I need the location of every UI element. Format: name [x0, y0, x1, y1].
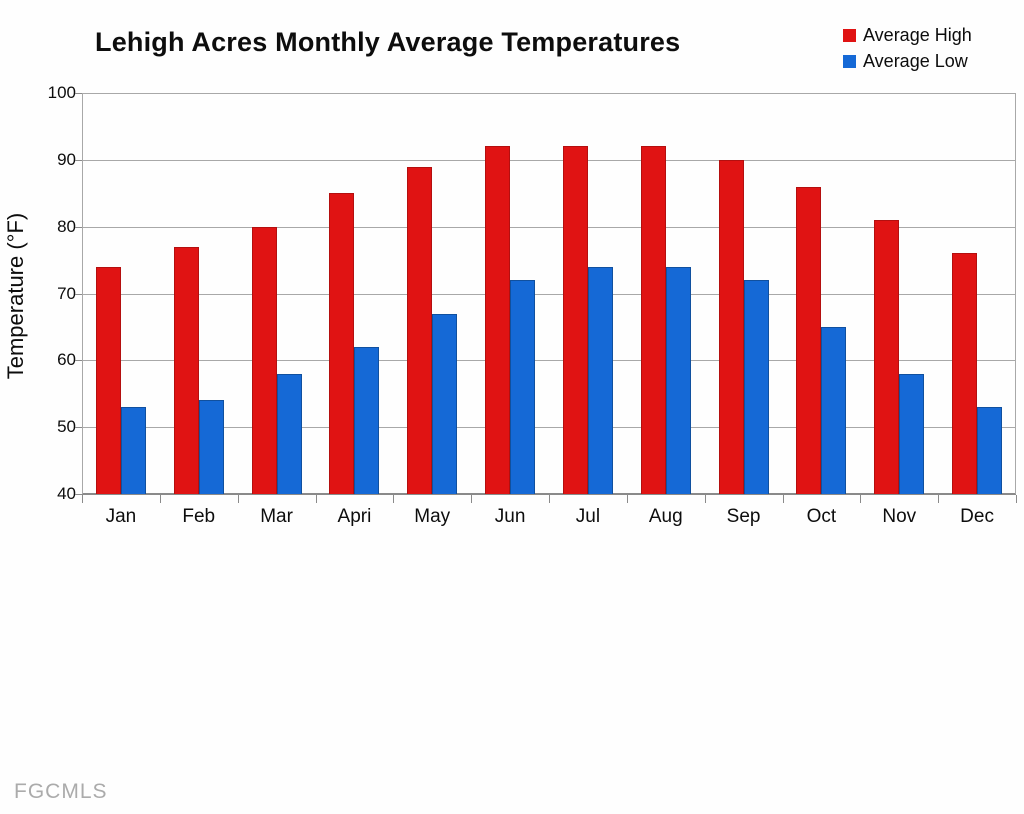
x-tick-mark-3 [315, 495, 317, 503]
x-tick-mark-5 [471, 495, 473, 503]
y-tick-mark-90 [75, 159, 82, 161]
x-tick-mark-9 [782, 495, 784, 503]
x-tick-mark-12 [1016, 495, 1017, 503]
x-axis-label-jul: Jul [575, 506, 601, 527]
y-axis-title: Temperature (°F) [3, 212, 28, 380]
bar-high-may [407, 166, 433, 494]
bar-low-jan [120, 407, 146, 494]
bar-high-nov [874, 219, 900, 494]
gridline-80 [82, 226, 1016, 228]
x-tick-mark-6 [549, 495, 550, 503]
y-tick-label-50: 50 [57, 417, 76, 437]
bar-high-sep [718, 159, 744, 494]
bar-high-dec [952, 253, 978, 494]
bar-high-aug [640, 146, 666, 494]
bar-high-jan [95, 266, 121, 494]
y-tick-label-60: 60 [57, 350, 76, 370]
bar-high-feb [173, 246, 199, 494]
gridline-60 [82, 360, 1016, 362]
x-axis-label-nov: Nov [882, 506, 917, 527]
bar-high-apri [329, 193, 355, 494]
plot-area [82, 93, 1016, 495]
x-tick-mark-11 [938, 495, 940, 503]
legend-swatch-low-icon [843, 55, 856, 68]
gridline-100 [82, 93, 1016, 94]
bar-low-apri [354, 346, 380, 494]
x-tick-mark-1 [159, 495, 161, 503]
x-axis-label-may: May [414, 506, 451, 527]
legend-item-average-low: Average Low [843, 51, 972, 72]
gridline-50 [82, 427, 1016, 429]
y-tick-label-90: 90 [57, 149, 76, 169]
y-tick-label-40: 40 [57, 484, 76, 503]
y-tick-mark-50 [75, 427, 82, 429]
x-axis-label-mar: Mar [260, 506, 293, 527]
legend-label-average-low: Average Low [863, 51, 968, 71]
x-tick-mark-7 [626, 495, 628, 503]
legend-item-average-high: Average High [843, 25, 972, 46]
bar-high-mar [251, 226, 277, 494]
bar-low-jun [510, 280, 536, 494]
bar-low-aug [665, 266, 691, 494]
x-tick-mark-10 [860, 495, 862, 503]
x-axis-label-apri: Apri [337, 506, 372, 527]
y-tick-mark-80 [75, 226, 82, 228]
y-tick-mark-60 [75, 360, 82, 362]
gridline-40 [82, 493, 1016, 495]
bar-high-jul [562, 146, 588, 494]
gridline-70 [82, 293, 1016, 295]
bar-low-sep [743, 280, 769, 494]
bar-high-oct [796, 186, 822, 494]
plot-right-border [1015, 93, 1016, 494]
bar-low-mar [276, 373, 302, 494]
legend-label-average-high: Average High [863, 25, 972, 45]
y-tick-mark-70 [75, 293, 82, 295]
bar-low-oct [821, 326, 847, 494]
bar-high-jun [485, 146, 511, 494]
x-tick-mark-8 [704, 495, 706, 503]
x-axis-label-sep: Sep [726, 506, 761, 527]
bar-low-may [432, 313, 458, 494]
bar-low-nov [899, 373, 925, 494]
y-tick-mark-100 [75, 93, 82, 94]
x-tick-mark-2 [237, 495, 239, 503]
y-tick-label-80: 80 [57, 216, 76, 236]
x-axis-label-dec: Dec [960, 506, 994, 527]
bar-low-dec [977, 407, 1003, 494]
x-axis-label-aug: Aug [648, 506, 683, 527]
y-tick-mark-40 [75, 494, 82, 495]
legend: Average High Average Low [843, 25, 972, 72]
x-axis-label-oct: Oct [806, 506, 837, 527]
chart-title: Lehigh Acres Monthly Average Temperature… [95, 27, 681, 57]
watermark: FGCMLS [14, 780, 108, 803]
bar-low-feb [198, 400, 224, 494]
y-tick-label-100: 100 [47, 83, 76, 102]
y-axis-line [82, 93, 83, 494]
x-axis-label-feb: Feb [182, 506, 216, 527]
x-tick-mark-4 [393, 495, 395, 503]
legend-swatch-high-icon [843, 29, 856, 42]
bar-low-jul [587, 266, 613, 494]
x-tick-mark-0 [82, 495, 83, 503]
gridline-90 [82, 159, 1016, 161]
x-axis-label-jun: Jun [494, 506, 526, 527]
x-axis-label-jan: Jan [105, 506, 137, 527]
y-tick-label-70: 70 [57, 283, 76, 303]
